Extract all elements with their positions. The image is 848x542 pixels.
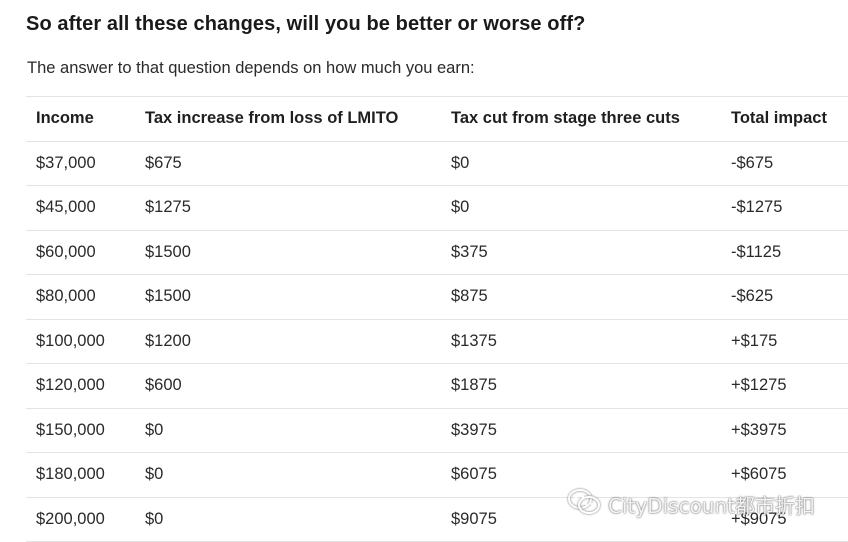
cell-income: $150,000 <box>26 407 135 453</box>
intro-text: The answer to that question depends on h… <box>27 59 475 77</box>
cell-lmito: $1200 <box>135 318 441 364</box>
cell-lmito: $0 <box>135 407 441 453</box>
tax-impact-table: Income Tax increase from loss of LMITO T… <box>26 96 848 542</box>
table-row: $37,000 $675 $0 -$675 <box>26 140 848 186</box>
cell-stage-three: $3975 <box>441 407 721 453</box>
cell-income: $200,000 <box>26 496 135 542</box>
cell-income: $37,000 <box>26 140 135 186</box>
table-row: $45,000 $1275 $0 -$1275 <box>26 185 848 230</box>
table-row: $60,000 $1500 $375 -$1125 <box>26 229 848 275</box>
table-row: $180,000 $0 $6075 +$6075 <box>26 452 848 497</box>
table-header-row: Income Tax increase from loss of LMITO T… <box>26 96 848 141</box>
cell-lmito: $0 <box>135 452 441 497</box>
cell-stage-three: $375 <box>441 229 721 275</box>
cell-income: $120,000 <box>26 363 135 408</box>
cell-income: $45,000 <box>26 185 135 230</box>
cell-total-impact: -$1125 <box>721 229 848 275</box>
cell-total-impact: +$6075 <box>721 452 848 497</box>
cell-income: $80,000 <box>26 274 135 319</box>
cell-stage-three: $1875 <box>441 363 721 408</box>
header-total-impact: Total impact <box>721 96 848 141</box>
cell-stage-three: $0 <box>441 140 721 186</box>
cell-lmito: $1275 <box>135 185 441 230</box>
header-lmito: Tax increase from loss of LMITO <box>135 96 441 141</box>
cell-total-impact: -$625 <box>721 274 848 319</box>
table-row: $100,000 $1200 $1375 +$175 <box>26 318 848 364</box>
table-row: $80,000 $1500 $875 -$625 <box>26 274 848 319</box>
cell-lmito: $0 <box>135 496 441 542</box>
cell-lmito: $675 <box>135 140 441 186</box>
cell-stage-three: $1375 <box>441 318 721 364</box>
cell-total-impact: -$675 <box>721 140 848 186</box>
section-heading: So after all these changes, will you be … <box>26 13 586 35</box>
table-row: $120,000 $600 $1875 +$1275 <box>26 363 848 408</box>
cell-income: $180,000 <box>26 452 135 497</box>
cell-stage-three: $6075 <box>441 452 721 497</box>
cell-lmito: $1500 <box>135 274 441 319</box>
cell-total-impact: +$9075 <box>721 496 848 542</box>
cell-lmito: $1500 <box>135 229 441 275</box>
cell-lmito: $600 <box>135 363 441 408</box>
cell-stage-three: $875 <box>441 274 721 319</box>
table-row: $150,000 $0 $3975 +$3975 <box>26 407 848 453</box>
table-row: $200,000 $0 $9075 +$9075 <box>26 496 848 542</box>
cell-income: $60,000 <box>26 229 135 275</box>
header-stage-three: Tax cut from stage three cuts <box>441 96 721 141</box>
cell-total-impact: +$1275 <box>721 363 848 408</box>
cell-total-impact: -$1275 <box>721 185 848 230</box>
cell-total-impact: +$3975 <box>721 407 848 453</box>
header-income: Income <box>26 96 135 141</box>
cell-income: $100,000 <box>26 318 135 364</box>
cell-stage-three: $9075 <box>441 496 721 542</box>
cell-total-impact: +$175 <box>721 318 848 364</box>
cell-stage-three: $0 <box>441 185 721 230</box>
